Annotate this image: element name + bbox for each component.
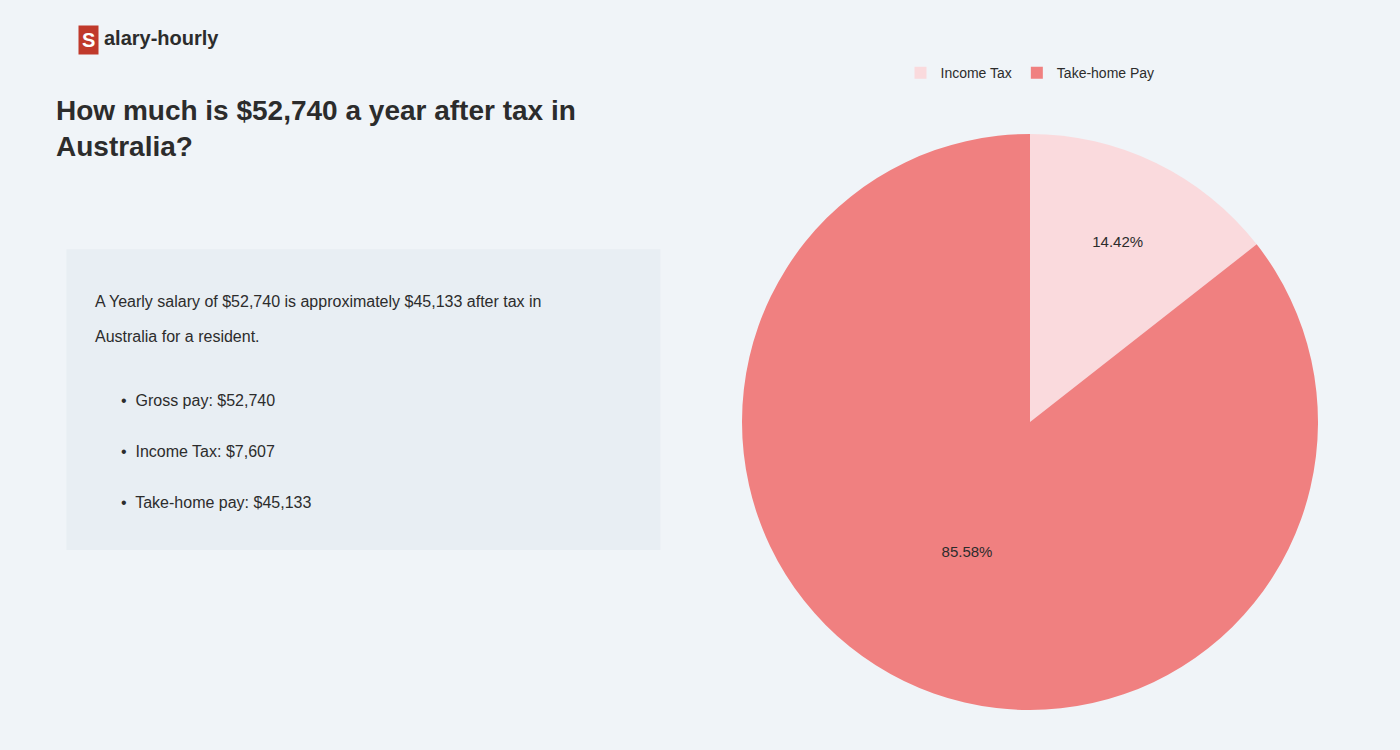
svg-text:alary-hourly: alary-hourly [104, 27, 219, 49]
svg-text:Take-home Pay: Take-home Pay [1057, 65, 1154, 81]
svg-text:How much is $52,740 a year aft: How much is $52,740 a year after tax inA… [56, 95, 576, 162]
svg-text:A Yearly salary of $52,740 is: A Yearly salary of $52,740 is approximat… [95, 293, 542, 310]
svg-text:• Gross pay: $52,740: • Gross pay: $52,740 [121, 392, 275, 409]
svg-text:Income Tax: Income Tax [941, 65, 1012, 81]
svg-text:• Income Tax: $7,607: • Income Tax: $7,607 [121, 443, 275, 460]
svg-text:85.58%: 85.58% [942, 543, 993, 560]
svg-text:14.42%: 14.42% [1092, 233, 1143, 250]
svg-text:S: S [82, 29, 95, 51]
svg-text:• Take-home pay: $45,133: • Take-home pay: $45,133 [121, 494, 311, 511]
svg-text:Australia for a resident.: Australia for a resident. [95, 328, 260, 345]
